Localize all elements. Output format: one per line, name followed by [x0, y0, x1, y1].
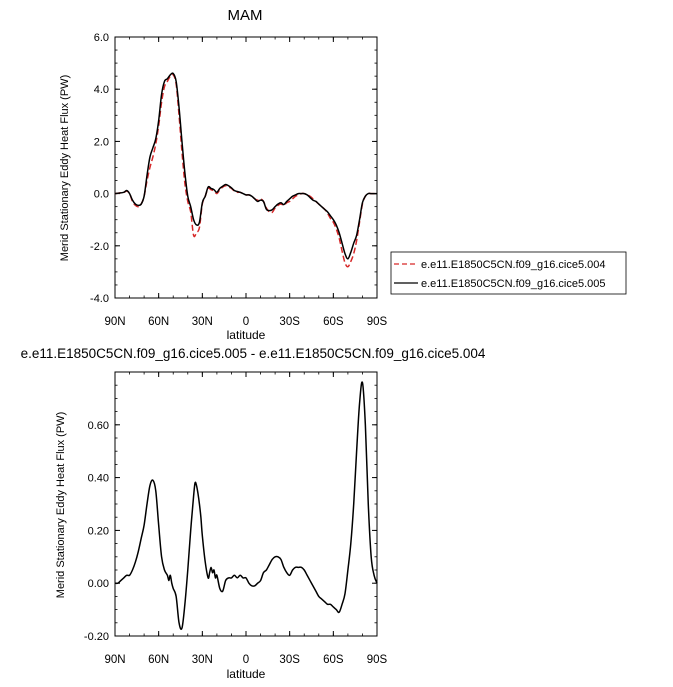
bottom-ytick-label: -0.20 [84, 631, 109, 643]
bottom-x-axis-label: latitude [227, 667, 266, 681]
top-xtick-label: 90N [104, 316, 125, 328]
bottom-xtick-label: 0 [243, 654, 249, 666]
bottom-y-axis-label: Merid Stationary Eddy Heat Flux (PW) [55, 412, 67, 598]
top-xtick-label: 30S [279, 316, 300, 328]
bottom-x-ticks: 90N 60N 30N 0 30S 60S 90S [104, 372, 388, 666]
bottom-series-group [114, 381, 378, 631]
top-ytick-label: -4.0 [90, 293, 109, 305]
top-ytick-label: -2.0 [90, 241, 109, 253]
bottom-ytick-label: 0.00 [88, 578, 109, 590]
top-xtick-label: 60S [323, 316, 344, 328]
legend-box [390, 251, 627, 295]
bottom-panel: e.e11.E1850C5CN.f09_g16.cice5.005 - e.e1… [21, 346, 486, 681]
legend: e.e11.E1850C5CN.f09_g16.cice5.004 e.e11.… [390, 251, 627, 295]
top-plot-frame [114, 36, 378, 299]
bottom-series-line-0 [114, 381, 378, 631]
top-y-ticks: -4.0 -2.0 0.0 2.0 4.0 6.0 [90, 32, 377, 305]
top-x-axis-label: latitude [227, 328, 266, 342]
bottom-xtick-label: 30S [279, 654, 300, 666]
bottom-ytick-label: 0.60 [88, 420, 109, 432]
top-xtick-label: 0 [243, 316, 249, 328]
bottom-chart-title: e.e11.E1850C5CN.f09_g16.cice5.005 - e.e1… [21, 346, 486, 361]
bottom-plot-frame [114, 371, 378, 637]
bottom-xtick-label: 60N [148, 654, 169, 666]
legend-label-005: e.e11.E1850C5CN.f09_g16.cice5.005 [421, 278, 606, 290]
top-ytick-label: 2.0 [94, 136, 109, 148]
top-y-axis-label: Merid Stationary Eddy Heat Flux (PW) [59, 75, 71, 261]
top-chart-title: MAM [228, 7, 263, 24]
top-xtick-label: 90S [367, 316, 388, 328]
top-series-group [114, 72, 377, 268]
bottom-xtick-label: 90S [367, 654, 388, 666]
top-ytick-label: 4.0 [94, 84, 109, 96]
top-panel: MAM -4.0 -2.0 0.0 2.0 4.0 6.0 90N 60N 30N 0 30S 60… [59, 7, 627, 342]
bottom-y-ticks: -0.20 0.00 0.20 0.40 0.60 [84, 371, 377, 643]
top-ytick-label: 6.0 [94, 32, 109, 44]
bottom-xtick-label: 60S [323, 654, 344, 666]
top-series-line-1 [114, 72, 377, 260]
top-xtick-label: 30N [192, 316, 213, 328]
bottom-xtick-label: 90N [104, 654, 125, 666]
bottom-ytick-label: 0.40 [88, 473, 109, 485]
top-xtick-label: 60N [148, 316, 169, 328]
top-x-ticks: 90N 60N 30N 0 30S 60S 90S [104, 37, 388, 328]
top-ytick-label: 0.0 [94, 189, 109, 201]
top-series-line-0 [114, 73, 377, 268]
legend-label-004: e.e11.E1850C5CN.f09_g16.cice5.004 [421, 259, 606, 271]
bottom-xtick-label: 30N [192, 654, 213, 666]
bottom-ytick-label: 0.20 [88, 525, 109, 537]
